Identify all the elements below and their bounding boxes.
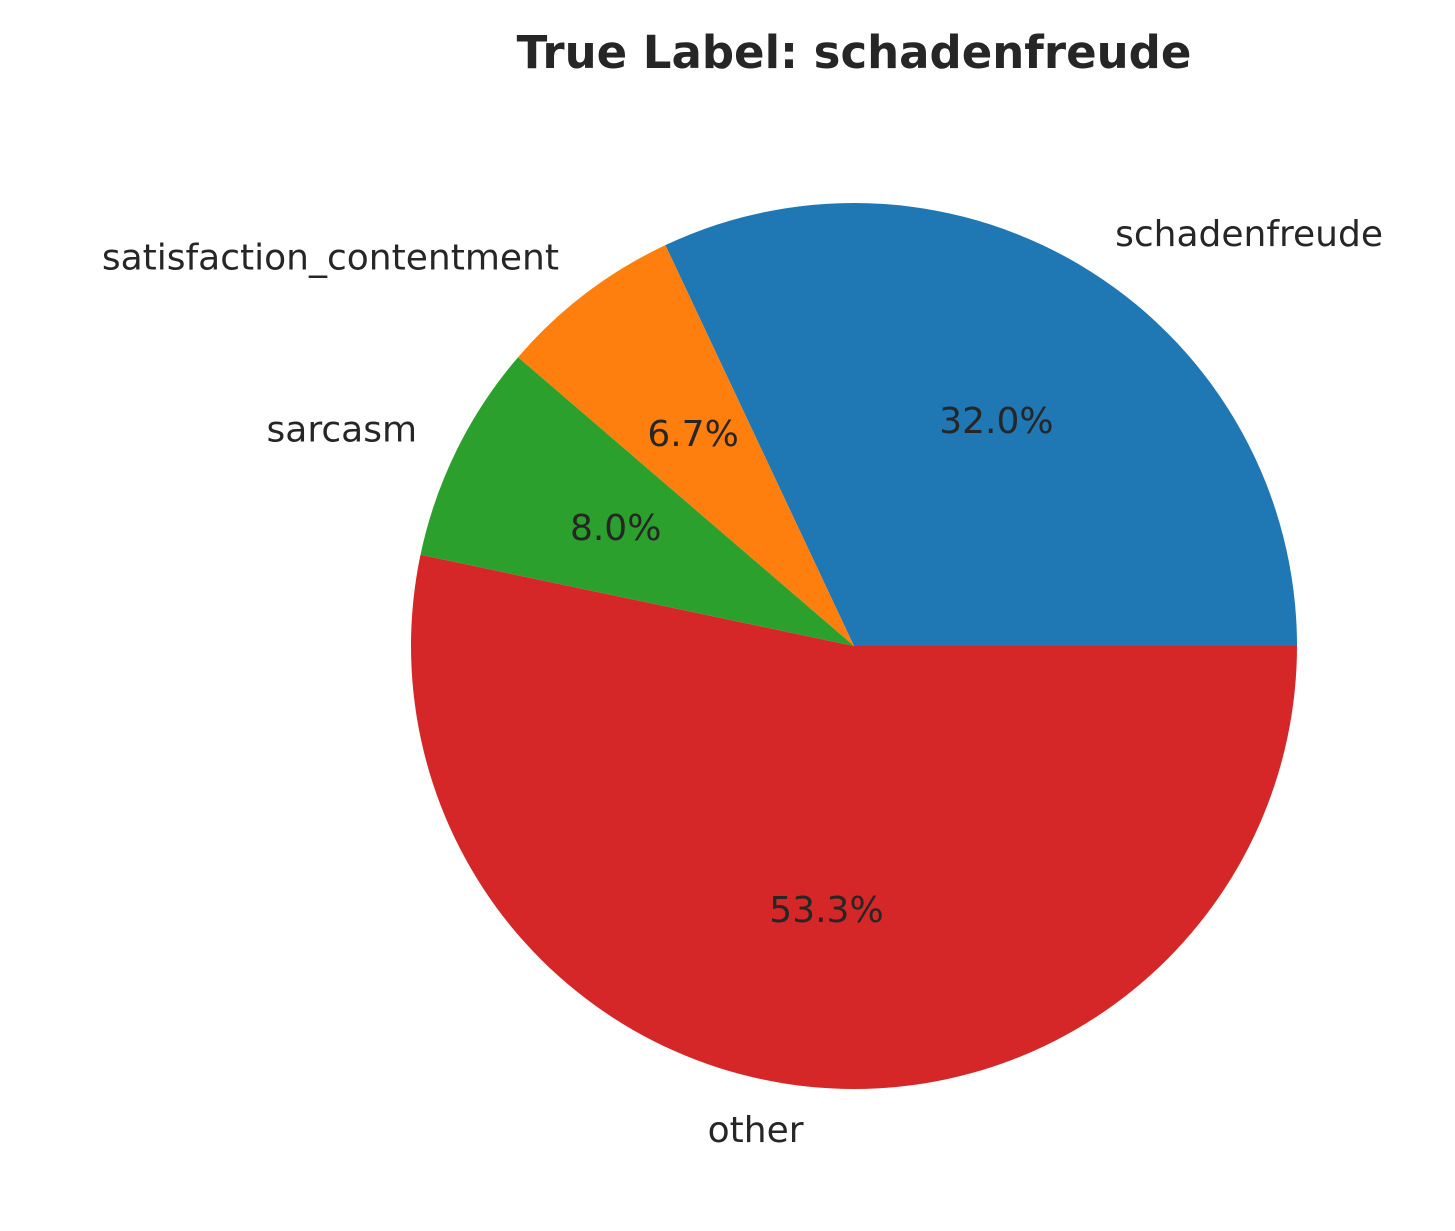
pie-slice-other [411, 554, 1297, 1090]
chart-title: True Label: schadenfreude [517, 26, 1192, 79]
pie-slice-satisfaction-contentment [518, 245, 854, 646]
percent-labels: 32.0% 6.7% 8.0% 53.3% [570, 401, 1054, 931]
category-label: schadenfreude [1115, 214, 1383, 255]
category-label: sarcasm [267, 410, 418, 451]
pie-slices [411, 202, 1297, 1090]
category-label: other [708, 1110, 804, 1151]
percent-label: 6.7% [647, 414, 738, 455]
category-label: satisfaction_contentment [102, 238, 559, 279]
percent-label: 32.0% [939, 401, 1053, 442]
pie-slice-sarcasm [420, 357, 854, 646]
category-labels: schadenfreude satisfaction_contentmentsar… [102, 214, 1383, 1151]
percent-label: 8.0% [570, 508, 661, 549]
pie-slice-schadenfreude [665, 202, 1297, 646]
percent-label: 53.3% [769, 890, 883, 931]
